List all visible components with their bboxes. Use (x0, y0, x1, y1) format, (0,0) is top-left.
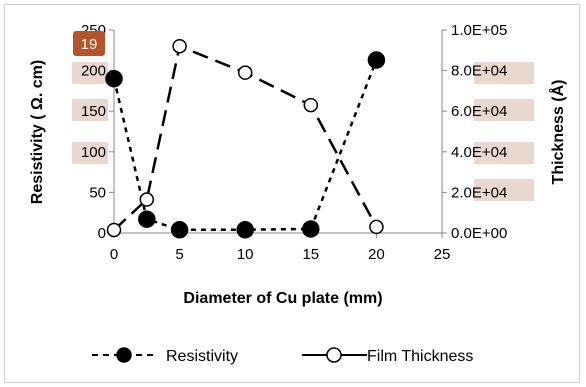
y-right-tick-label: 6.0E+04 (451, 103, 507, 120)
y-left-tick-label: 50 (89, 184, 106, 201)
x-tick-label: 25 (434, 246, 451, 263)
x-axis-ticks: 0 5 10 15 20 25 (110, 233, 451, 263)
y-axis-right-ticks: 0.0E+00 2.0E+04 4.0E+04 6.0E+04 8.0E+04 1.0E+… (442, 22, 507, 242)
y-right-tick-label: 2.0E+04 (451, 184, 507, 201)
series-line-film-thickness (113, 44, 378, 231)
x-tick-label: 10 (237, 246, 254, 263)
film-thickness-point (303, 97, 319, 113)
resistivity-point (138, 210, 156, 228)
left-tick-highlight-200 (72, 62, 108, 84)
x-tick-label: 15 (302, 246, 319, 263)
y-right-tick-label: 8.0E+04 (451, 63, 507, 80)
left-tick-highlight-150 (72, 99, 108, 121)
series-layer (105, 38, 386, 239)
y-axis-left-title: Resistivity ( Ω. cm) (29, 60, 46, 204)
film-thickness-point (139, 192, 155, 207)
resistivity-point (105, 69, 123, 88)
resistivity-point (170, 221, 189, 239)
film-thickness-point (172, 38, 187, 54)
x-tick-label: 0 (110, 246, 118, 263)
y-left-tick-label: 150 (81, 103, 106, 120)
legend-thickness-marker (326, 347, 342, 363)
legend-resistivity-label: Resistivity (166, 348, 238, 365)
right-tick-highlight-6e4 (474, 99, 534, 121)
film-thickness-point (369, 219, 384, 235)
resistivity-point (367, 51, 386, 69)
y-left-tick-label: 0 (98, 225, 106, 242)
badge (73, 31, 105, 56)
x-tick-label: 5 (175, 246, 183, 263)
y-right-tick-label: 4.0E+04 (451, 144, 507, 161)
y-right-tick-label: 0.0E+00 (451, 225, 507, 242)
legend-thickness-label: Film Thickness (367, 348, 473, 365)
y-right-tick-label: 1.0E+05 (451, 22, 507, 39)
x-axis-title: Diameter of Cu plate (mm) (183, 290, 382, 307)
resistivity-point (302, 220, 320, 238)
left-tick-highlight-100 (72, 142, 108, 164)
film-thickness-point (106, 222, 122, 238)
legend: Resistivity Film Thickness (92, 347, 473, 365)
right-tick-highlight-2e4 (474, 179, 534, 201)
y-left-tick-label: 100 (81, 144, 106, 161)
resistivity-point (236, 221, 254, 239)
x-tick-label: 20 (368, 246, 385, 263)
y-left-tick-label: 200 (81, 63, 106, 80)
y-axis-right-title: Thickness (Å) (548, 80, 567, 185)
right-tick-highlight-8e4 (474, 62, 534, 84)
badge-label: 19 (81, 36, 98, 53)
film-thickness-point (237, 65, 253, 80)
legend-resistivity-marker (116, 347, 132, 363)
right-tick-highlight-4e4 (474, 142, 534, 164)
series-line-resistivity (112, 59, 378, 232)
